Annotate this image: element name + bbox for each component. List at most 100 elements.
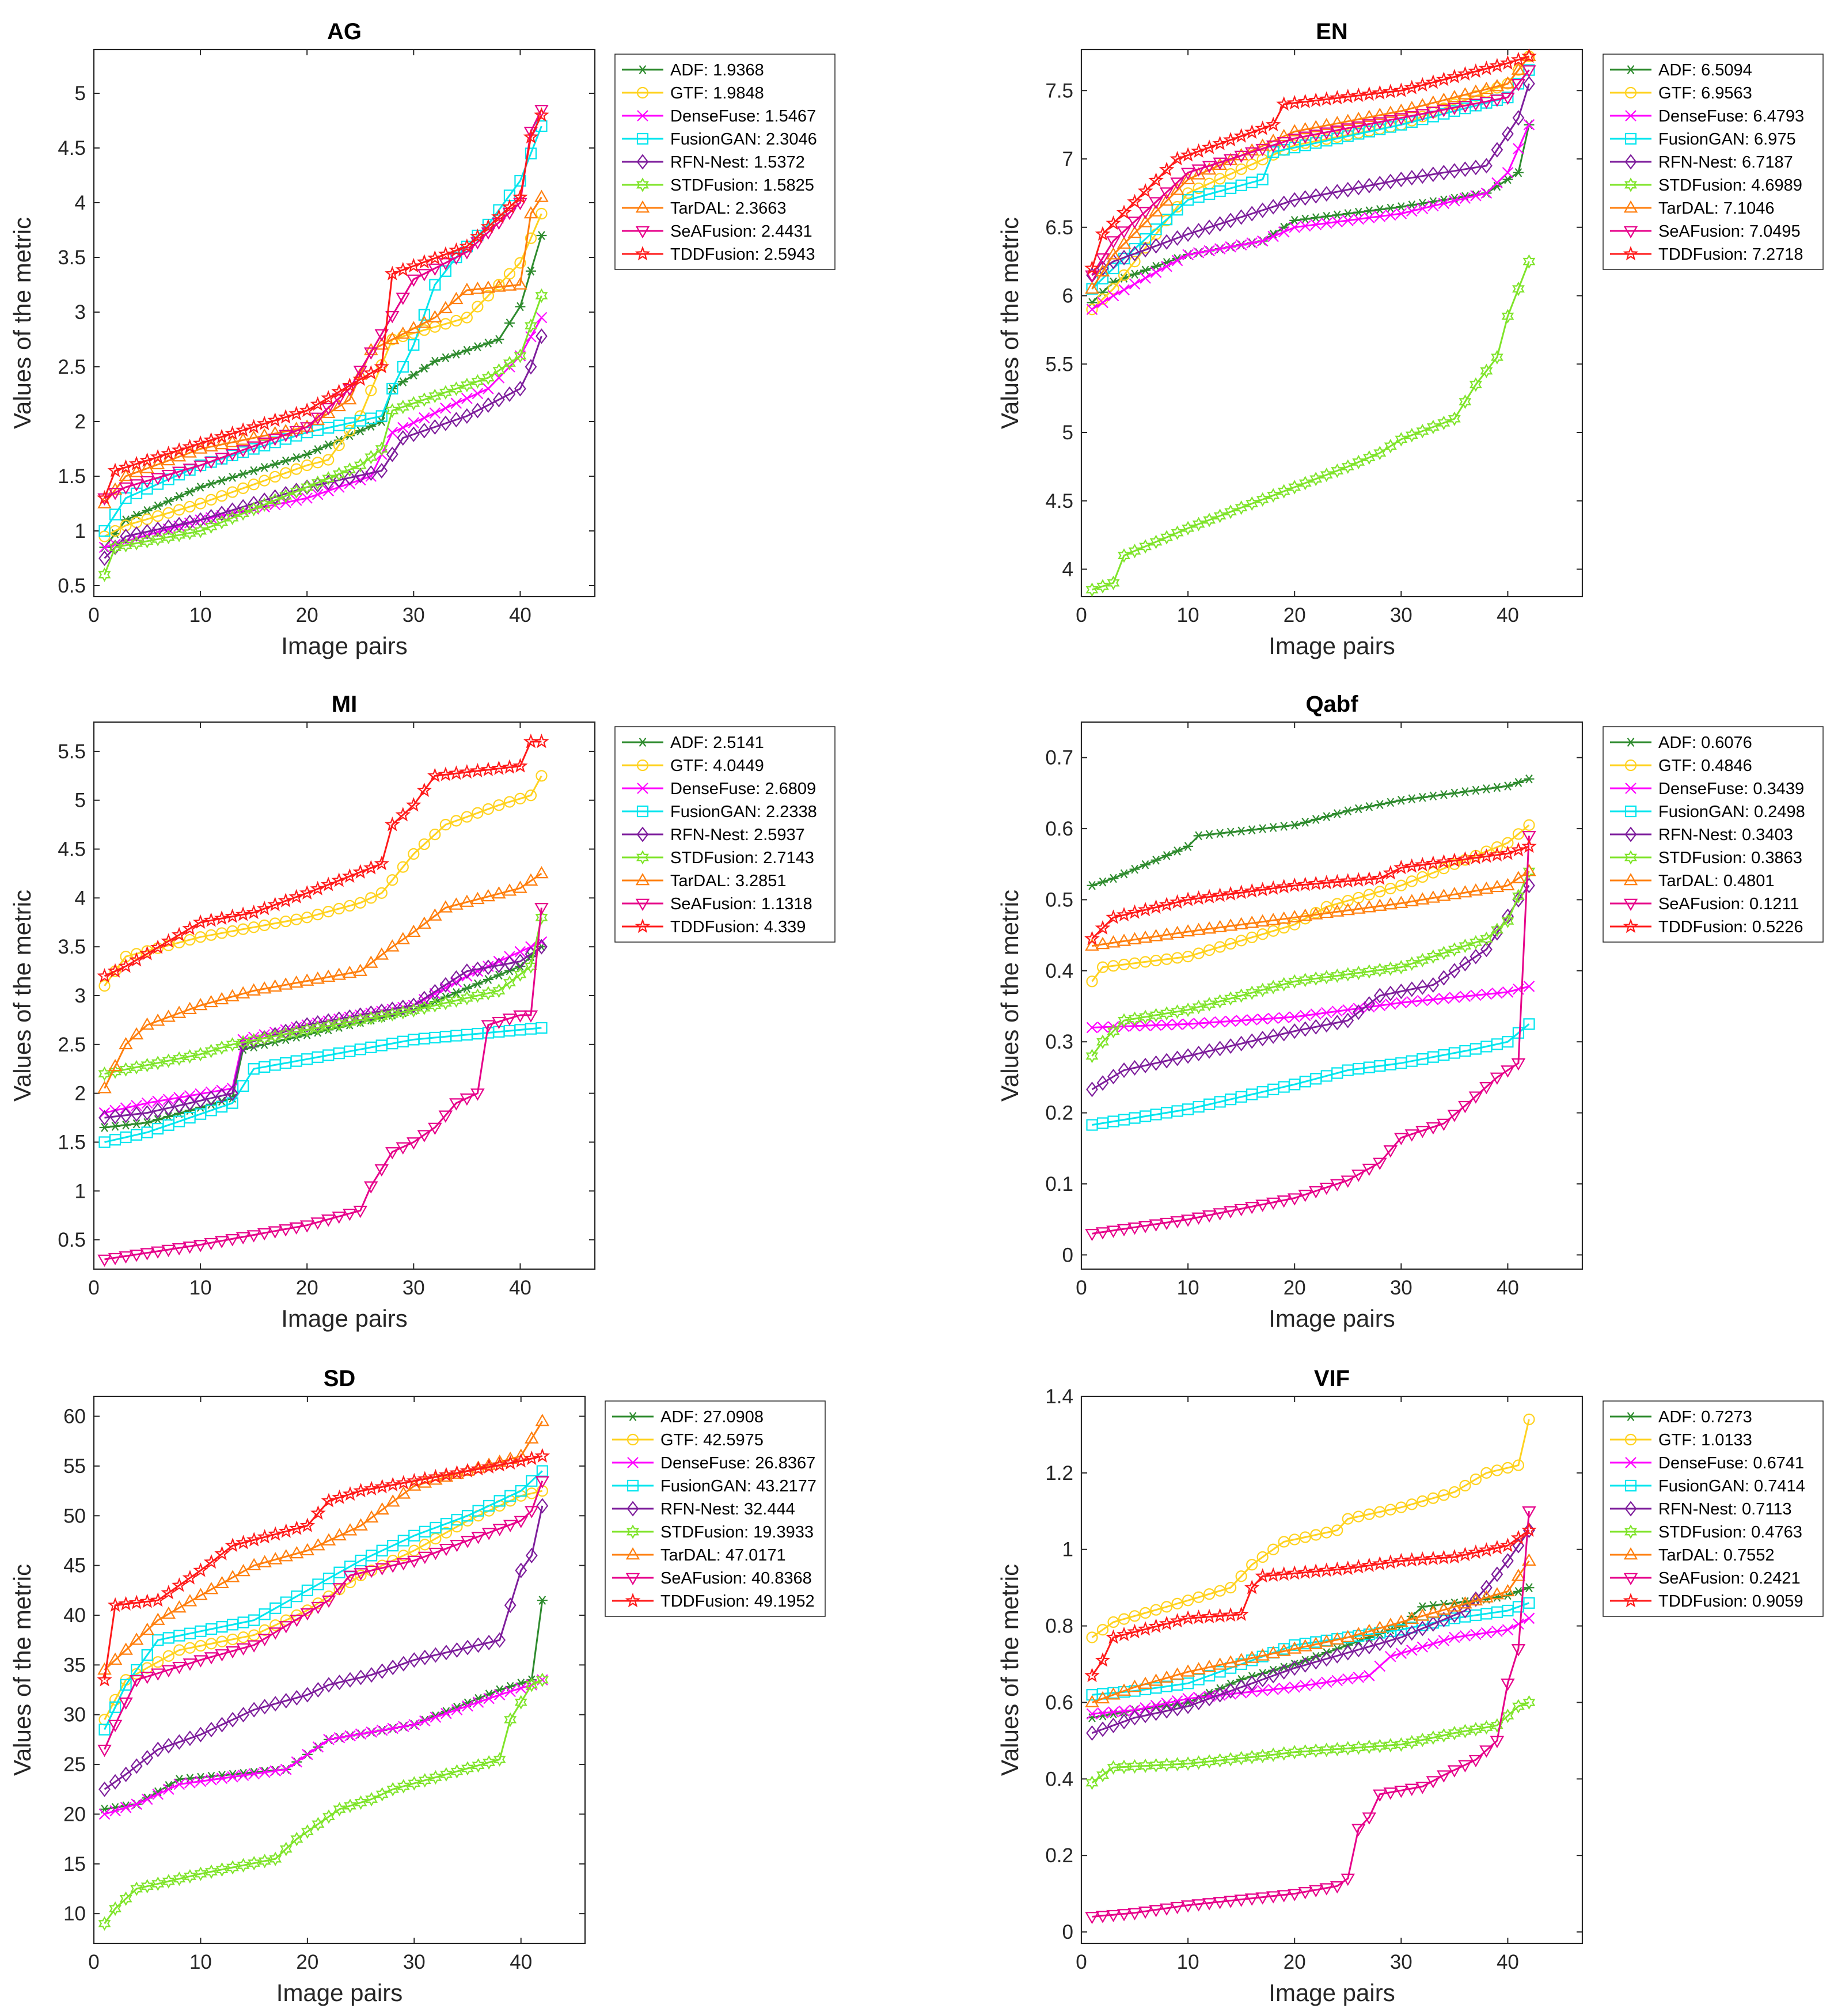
- data-point-tddfusion: [1255, 882, 1270, 897]
- data-point-seafusion: [1127, 1222, 1142, 1235]
- data-point-stdfusion: [1182, 1003, 1195, 1018]
- data-point-adf: [1204, 830, 1215, 840]
- data-point-densefuse: [408, 417, 420, 428]
- data-point-densefuse: [1438, 993, 1450, 1004]
- data-point-densefuse: [1267, 1684, 1279, 1695]
- data-point-seafusion: [1191, 164, 1206, 177]
- data-point-tardal: [428, 908, 442, 921]
- data-point-gtf: [536, 207, 548, 220]
- data-point-densefuse: [397, 422, 409, 434]
- y-tick-label: 5: [75, 82, 86, 105]
- x-tick-label: 40: [1497, 1951, 1519, 1973]
- data-point-tardal: [97, 1081, 112, 1094]
- y-tick-label: 4: [75, 887, 86, 909]
- data-point-fusiongan: [173, 1115, 185, 1127]
- data-point-densefuse: [1214, 1016, 1226, 1028]
- data-point-seafusion: [108, 1252, 123, 1266]
- data-point-densefuse: [1267, 230, 1279, 242]
- data-point-tardal: [1149, 1673, 1163, 1686]
- y-tick-label: 0.1: [1045, 1173, 1073, 1195]
- data-point-seafusion: [214, 1236, 229, 1248]
- data-point-tardal: [108, 1058, 123, 1072]
- data-point-tardal: [119, 1642, 133, 1655]
- data-point-adf: [291, 453, 302, 462]
- data-point-densefuse: [1406, 205, 1418, 217]
- data-point-adf: [1087, 880, 1098, 890]
- data-point-stdfusion: [396, 1005, 409, 1020]
- data-point-seafusion: [140, 1672, 154, 1684]
- data-point-adf: [1417, 792, 1428, 802]
- data-point-tardal: [1404, 101, 1419, 113]
- data-point-seafusion: [268, 1226, 282, 1239]
- data-point-densefuse: [1246, 237, 1258, 249]
- data-point-rfn-nest: [141, 1750, 154, 1766]
- data-point-adf: [525, 266, 536, 276]
- data-point-tddfusion: [1201, 1608, 1217, 1623]
- data-point-fusiongan: [503, 1024, 516, 1037]
- data-point-seafusion: [1490, 1736, 1505, 1748]
- data-point-tardal: [321, 1533, 336, 1546]
- data-point-tardal: [1266, 913, 1281, 925]
- data-point-tddfusion: [1297, 876, 1313, 891]
- data-point-rfn-nest: [386, 1660, 399, 1676]
- legend-entry-fusiongan: FusionGAN: 0.2498: [1658, 803, 1805, 821]
- data-point-adf: [206, 479, 217, 489]
- data-point-tardal: [535, 1414, 550, 1426]
- data-point-tddfusion: [182, 1570, 198, 1585]
- data-point-densefuse: [1342, 1673, 1354, 1685]
- data-point-adf: [1502, 781, 1513, 791]
- data-point-stdfusion: [247, 502, 260, 517]
- data-point-gtf: [482, 803, 494, 815]
- legend-entry-tddfusion: TDDFusion: 0.9059: [1658, 1592, 1803, 1611]
- data-point-stdfusion: [1224, 504, 1237, 519]
- legend-entry-tardal: TarDAL: 7.1046: [1658, 199, 1775, 218]
- x-tick-label: 0: [88, 1277, 99, 1299]
- data-point-stdfusion: [1426, 1730, 1440, 1745]
- data-point-stdfusion: [194, 523, 207, 538]
- data-point-tardal: [1458, 87, 1472, 100]
- data-point-gtf: [162, 507, 174, 519]
- data-point-tddfusion: [1084, 931, 1100, 946]
- y-tick-label: 2.5: [58, 356, 86, 378]
- data-point-adf: [1278, 1662, 1289, 1672]
- legend-entry-stdfusion: STDFusion: 19.3933: [660, 1523, 814, 1542]
- data-point-gtf: [1246, 1559, 1258, 1571]
- data-point-tddfusion: [491, 760, 507, 775]
- data-point-rfn-nest: [1320, 1651, 1333, 1667]
- data-point-rfn-nest: [343, 1009, 356, 1025]
- data-point-rfn-nest: [1384, 173, 1397, 189]
- data-point-adf: [1481, 784, 1492, 794]
- data-point-adf: [1119, 274, 1130, 283]
- data-point-adf: [1300, 214, 1311, 224]
- data-point-stdfusion: [258, 1854, 271, 1869]
- data-point-rfn-nest: [1416, 979, 1429, 995]
- data-point-adf: [1321, 211, 1332, 221]
- data-point-gtf: [1225, 937, 1237, 950]
- data-point-densefuse: [1513, 1618, 1524, 1630]
- data-point-tardal: [1223, 918, 1238, 931]
- data-point-tddfusion: [225, 425, 240, 441]
- data-point-fusiongan: [151, 1123, 164, 1135]
- data-point-tardal: [151, 1612, 165, 1625]
- data-point-tddfusion: [203, 432, 219, 447]
- legend-marker-adf: [628, 1412, 638, 1421]
- data-point-densefuse: [1353, 1672, 1365, 1683]
- data-point-tddfusion: [342, 1486, 358, 1501]
- legend-marker-stdfusion: [626, 1524, 639, 1539]
- data-point-rfn-nest: [1480, 941, 1493, 958]
- data-point-tardal: [268, 1552, 283, 1565]
- x-tick-label: 30: [403, 604, 425, 627]
- data-point-rfn-nest: [408, 1652, 420, 1668]
- data-point-rfn-nest: [1363, 1638, 1376, 1654]
- data-point-gtf: [109, 525, 121, 537]
- data-point-adf: [504, 318, 515, 328]
- data-point-tddfusion: [1319, 91, 1334, 106]
- data-point-rfn-nest: [248, 495, 260, 512]
- data-point-fusiongan: [259, 1061, 271, 1073]
- y-tick-label: 0.7: [1045, 747, 1073, 769]
- data-point-rfn-nest: [98, 550, 111, 567]
- series-tddfusion-en: [1084, 48, 1537, 275]
- data-point-tardal: [140, 1622, 154, 1635]
- data-point-tddfusion: [321, 390, 336, 405]
- data-point-tardal: [161, 1009, 176, 1022]
